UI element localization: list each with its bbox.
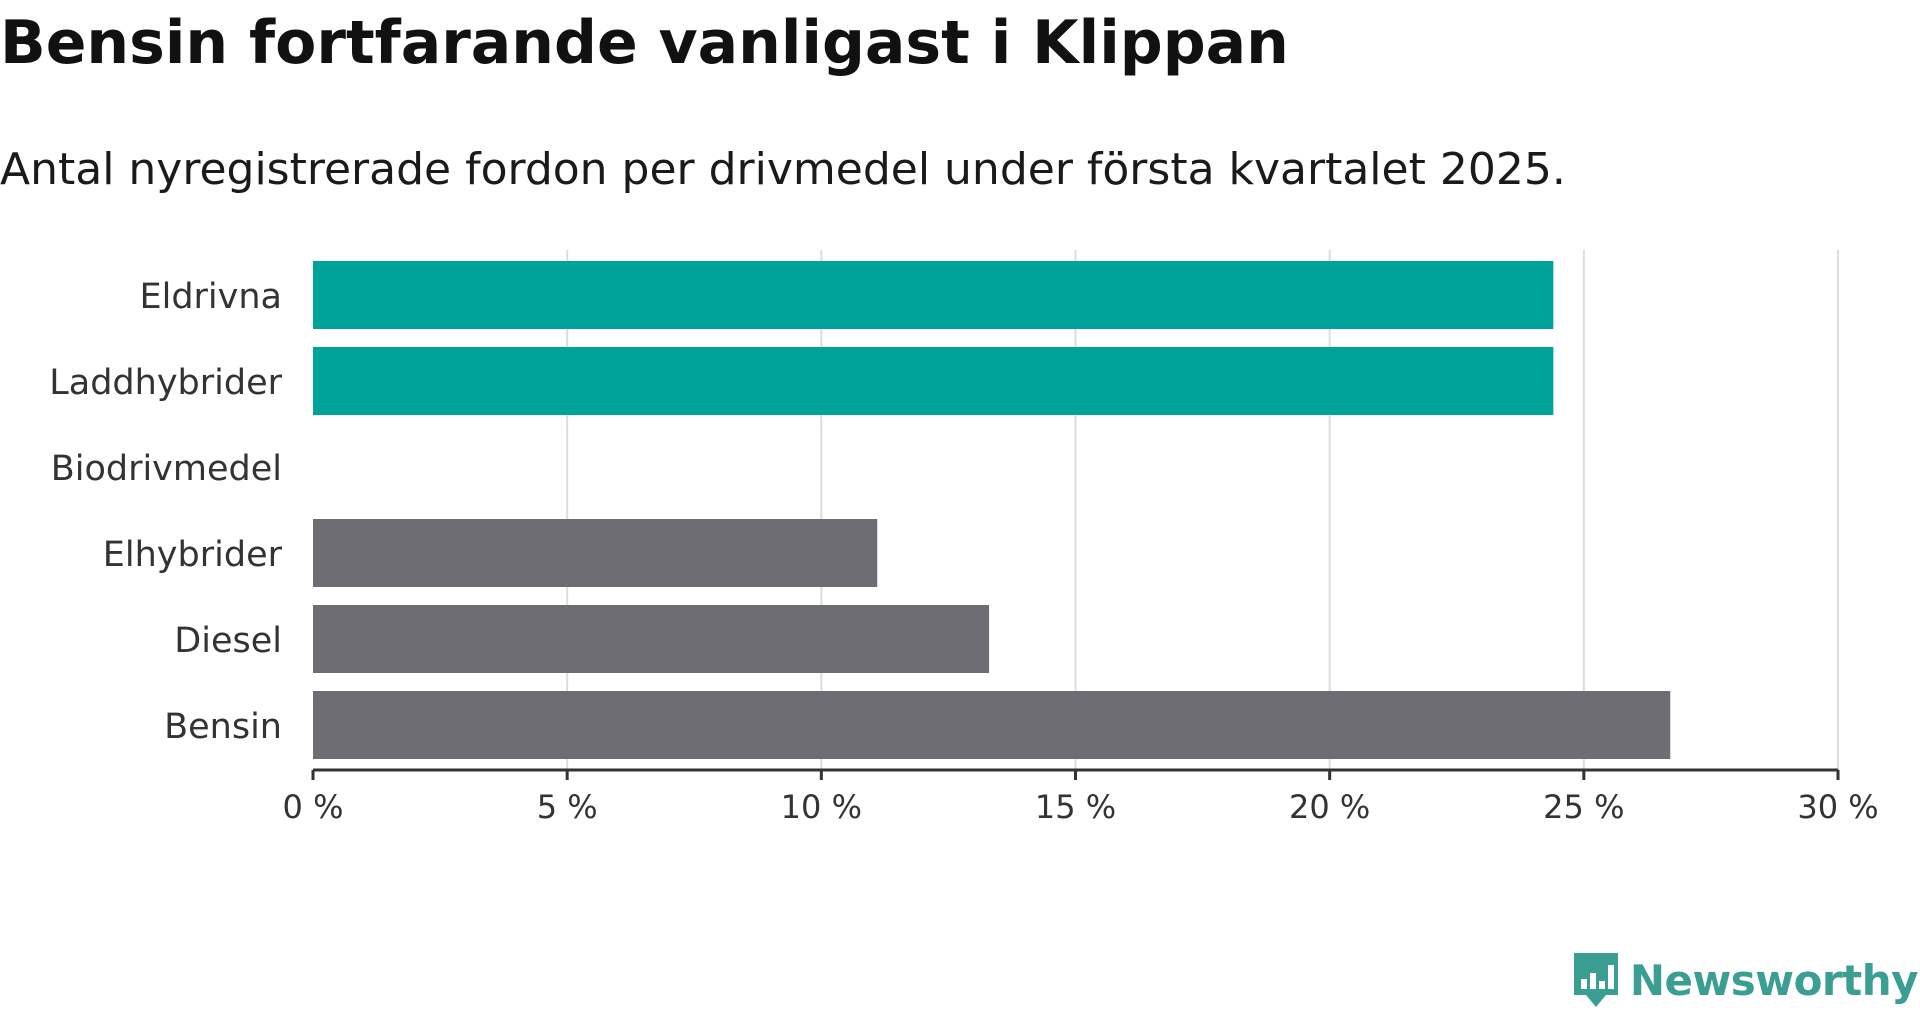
newsworthy-logo-icon xyxy=(1573,953,1618,1007)
bar-eldrivna xyxy=(313,261,1554,329)
x-axis: 0 % 5 % 10 % 15 % 20 % 25 % 30 % xyxy=(283,768,1879,826)
category-label: Bensin xyxy=(164,707,282,747)
x-tick-label: 20 % xyxy=(1289,788,1370,826)
bars xyxy=(313,261,1671,759)
x-tick-label: 25 % xyxy=(1543,788,1624,826)
x-tick-label: 10 % xyxy=(781,788,862,826)
category-labels: Eldrivna Laddhybrider Biodrivmedel Elhybrid… xyxy=(49,277,282,747)
x-tick-label: 30 % xyxy=(1797,788,1878,826)
bar-laddhybrider xyxy=(313,347,1554,415)
category-label: Elhybrider xyxy=(103,535,283,575)
category-label: Eldrivna xyxy=(139,277,282,317)
category-label: Diesel xyxy=(174,621,282,661)
x-tick-label: 15 % xyxy=(1035,788,1116,826)
category-label: Biodrivmedel xyxy=(51,449,282,489)
newsworthy-logo: Newsworthy xyxy=(1572,950,1919,1010)
newsworthy-logo-text: Newsworthy xyxy=(1629,955,1919,1005)
x-tick-label: 5 % xyxy=(537,788,598,826)
bar-diesel xyxy=(313,605,990,673)
gridlines xyxy=(566,250,1839,770)
bar-elhybrider xyxy=(313,519,878,587)
x-tick-label: 0 % xyxy=(283,788,344,826)
category-label: Laddhybrider xyxy=(49,363,282,403)
chart-title: Bensin fortfarande vanligast i Klippan xyxy=(0,8,1289,78)
bar-bensin xyxy=(313,691,1671,759)
chart-subtitle: Antal nyregistrerade fordon per drivmede… xyxy=(0,144,1566,195)
